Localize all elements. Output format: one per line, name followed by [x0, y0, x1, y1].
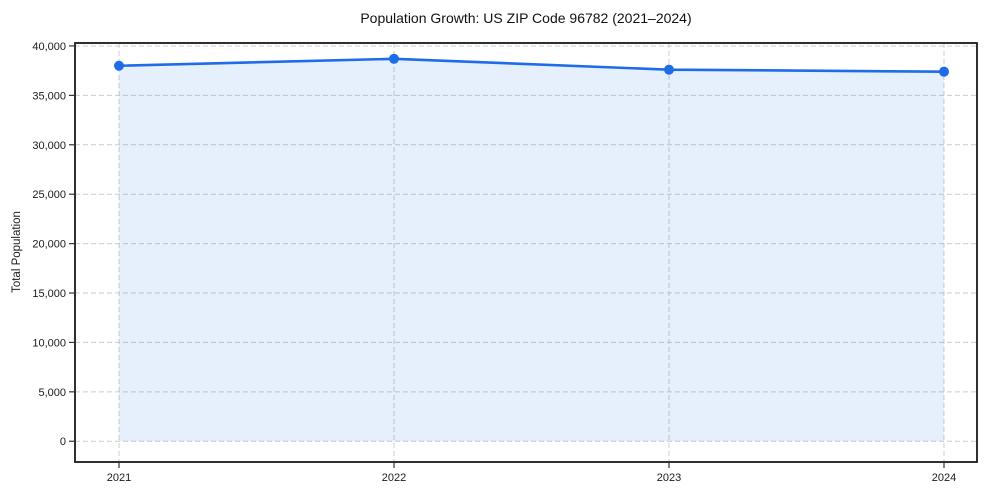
y-tick-label: 15,000: [32, 288, 66, 300]
data-point-2023: [664, 64, 674, 75]
trend-line: [117, 57, 946, 73]
y-tick-label: 10,000: [32, 337, 66, 349]
plot-border: [74, 42, 978, 463]
y-tick-label: 5,000: [38, 387, 66, 399]
y-tick-label: 35,000: [32, 90, 66, 102]
y-tick-label: 25,000: [32, 189, 66, 201]
x-tick-label: 2021: [107, 472, 131, 484]
y-tick-label: 0: [60, 436, 66, 448]
x-tick-label: 2024: [932, 472, 956, 484]
data-point-2022: [389, 53, 399, 64]
y-tick-label: 30,000: [32, 140, 66, 152]
x-tick-label: 2023: [657, 472, 681, 484]
y-tick-label: 20,000: [32, 239, 66, 251]
x-tick-label: 2022: [382, 472, 406, 484]
data-point-2021: [114, 60, 124, 71]
y-tick-label: 40,000: [32, 41, 66, 53]
chart-title: Population Growth: US ZIP Code 96782 (20…: [360, 10, 692, 26]
area-fill: [119, 58, 944, 442]
data-point-2024: [939, 66, 949, 77]
